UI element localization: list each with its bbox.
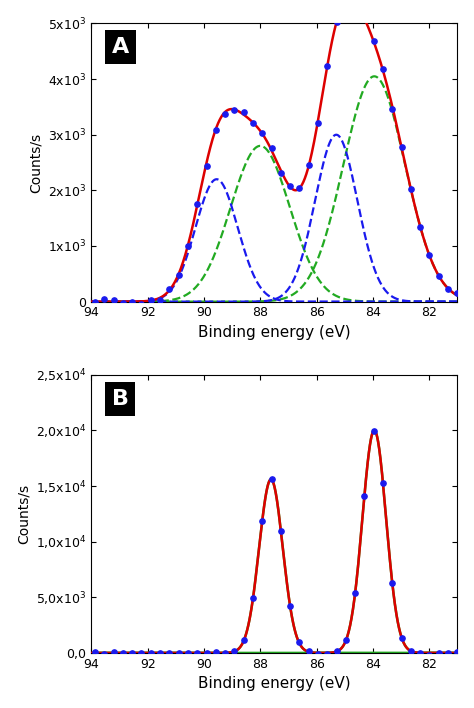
- Y-axis label: Counts/s: Counts/s: [29, 132, 43, 193]
- X-axis label: Binding energy (eV): Binding energy (eV): [198, 325, 351, 340]
- X-axis label: Binding energy (eV): Binding energy (eV): [198, 676, 351, 691]
- Text: B: B: [111, 389, 128, 409]
- Y-axis label: Counts/s: Counts/s: [17, 484, 31, 544]
- Text: A: A: [111, 38, 129, 57]
